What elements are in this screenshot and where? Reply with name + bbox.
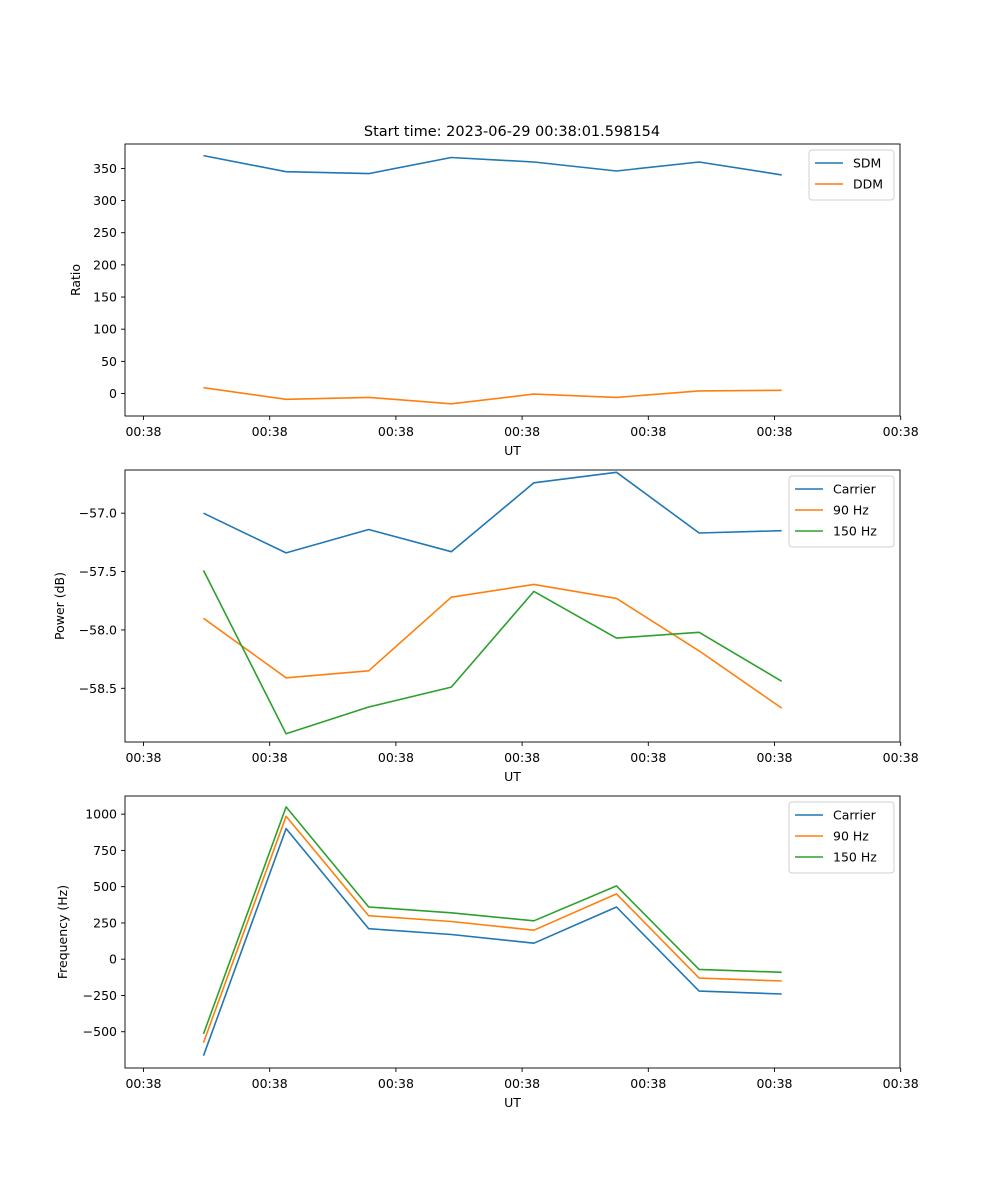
series-line-carrier [203,471,782,554]
y-tick-label: 200 [93,257,117,272]
y-tick-label: −58.0 [79,622,117,637]
y-tick-label: 250 [93,225,117,240]
y-tick-label: 500 [93,879,117,894]
legend-label-carrier: Carrier [833,808,877,823]
x-tick-label: 00:38 [756,750,792,765]
x-tick-label: 00:38 [630,1076,666,1091]
series-line-150-hz [202,570,783,735]
x-tick-label: 00:38 [630,424,666,439]
series-line-150-hz [202,806,782,1035]
y-tick-label: 300 [93,193,117,208]
legend-label-90-hz: 90 Hz [833,503,869,518]
y-tick-label: 150 [93,290,117,305]
x-tick-label: 00:38 [756,424,792,439]
x-tick-label: 00:38 [252,424,288,439]
y-tick-label: −250 [83,988,117,1003]
x-tick-label: 00:38 [378,1076,414,1091]
x-tick-label: 00:38 [378,750,414,765]
y-tick-label: −57.5 [79,564,117,579]
x-tick-label: 00:38 [883,1076,919,1091]
x-tick-label: 00:38 [125,750,161,765]
x-tick-label: 00:38 [252,1076,288,1091]
y-tick-label: 50 [101,354,117,369]
series-line-90-hz [202,815,782,1043]
series-line-90-hz [203,583,783,709]
x-tick-label: 00:38 [378,424,414,439]
legend: SDM DDM [808,149,895,201]
legend-label-sdm: SDM [853,156,881,171]
y-tick-label: 750 [93,843,117,858]
y-axis-label: Power (dB) [52,572,67,640]
y-tick-label: 100 [93,322,117,337]
legend: Carrier 90 Hz 150 Hz [788,801,895,874]
axes-frame [124,143,901,417]
power-panel: −57.0 −57.5 −58.0 −58.5 00:38 00:38 00:38 00:38… [52,469,919,784]
x-tick-label: 00:38 [630,750,666,765]
y-tick-label: 350 [93,161,117,176]
axes-frame [124,795,901,1069]
x-tick-label: 00:38 [504,1076,540,1091]
y-axis-label: Frequency (Hz) [55,885,70,979]
x-axis-label: UT [504,1095,521,1110]
x-tick-label: 00:38 [756,1076,792,1091]
series-line-carrier [202,827,782,1056]
x-tick-label: 00:38 [883,750,919,765]
y-tick-label: 1000 [85,807,117,822]
x-tick-label: 00:38 [504,424,540,439]
series-line-sdm [203,154,782,176]
y-tick-label: −500 [83,1024,117,1039]
x-axis-label: UT [504,769,521,784]
x-axis-label: UT [504,443,521,458]
legend-label-ddm: DDM [853,177,883,192]
axes-frame [124,469,901,743]
legend-label-90-hz: 90 Hz [833,829,869,844]
x-tick-label: 00:38 [504,750,540,765]
y-tick-label: −57.0 [79,506,117,521]
y-tick-label: 0 [109,952,117,967]
y-axis-label: Ratio [68,264,83,296]
legend-box [788,475,895,548]
legend-label-carrier: Carrier [833,482,877,497]
y-tick-label: 0 [109,386,117,401]
x-tick-label: 00:38 [125,1076,161,1091]
x-tick-label: 00:38 [252,750,288,765]
x-tick-label: 00:38 [125,424,161,439]
y-tick-label: 250 [93,915,117,930]
y-tick-label: −58.5 [79,681,117,696]
legend-label-150-hz: 150 Hz [833,850,877,865]
series-line-ddm [203,386,782,405]
figure-title: Start time: 2023-06-29 00:38:01.598154 [364,124,660,140]
frequency-panel: −500 −250 0 250 500 750 1000 00:38 00:38 00:38 00:… [55,795,919,1110]
x-tick-label: 00:38 [883,424,919,439]
legend: Carrier 90 Hz 150 Hz [788,475,895,548]
legend-box [788,801,895,874]
legend-label-150-hz: 150 Hz [833,524,877,539]
ratio-panel: 0 50 100 150 200 250 300 350 00:38 00:38 00:38 00:3… [68,143,919,458]
